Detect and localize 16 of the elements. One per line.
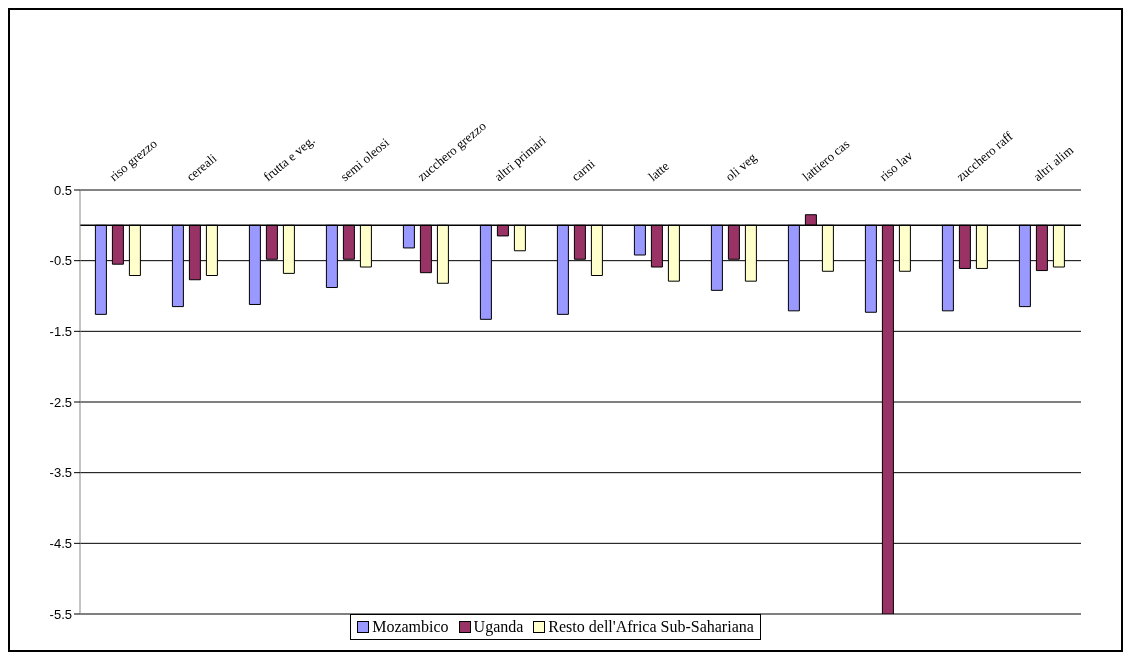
y-tick-label: -2.5	[49, 394, 72, 410]
y-tick-label: -5.5	[49, 606, 72, 622]
x-tick-label: frutta e veg.	[260, 132, 318, 185]
x-tick-label: altri alim	[1030, 142, 1077, 185]
x-tick-label: carni	[568, 155, 599, 185]
x-tick-label: riso lav	[876, 147, 916, 185]
y-tick-label: -3.5	[49, 465, 72, 481]
legend-label: Uganda	[472, 618, 524, 636]
legend-label: Resto dell'Africa Sub-Sahariana	[547, 618, 754, 636]
x-tick-label: oli veg	[722, 149, 760, 185]
y-tick-label: -4.5	[49, 535, 72, 551]
y-tick-label: -1.5	[49, 323, 72, 339]
y-tick-label: -0.5	[49, 253, 72, 269]
y-tick-label: 0.5	[53, 182, 72, 198]
legend-label: Mozambico	[371, 618, 449, 636]
x-tick-label: latte	[645, 158, 673, 185]
